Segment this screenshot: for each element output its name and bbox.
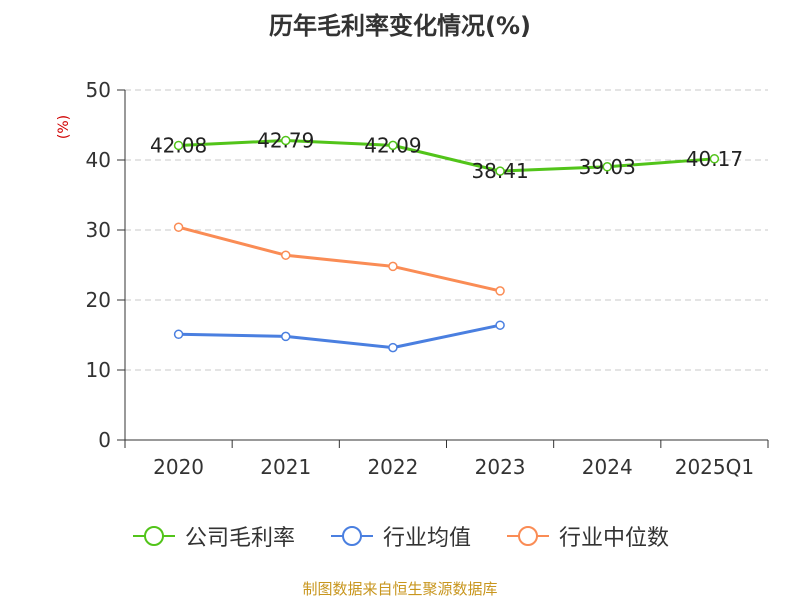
x-tick-labels: 2020 2021 2022 2023 2024 2025Q1 [153,455,754,479]
series-line [178,138,715,173]
legend-marker-icon [132,526,175,546]
legend-label: 行业中位数 [559,526,670,551]
chart-title: 历年毛利率变化情况(%) [269,12,531,40]
data-label: 42.09 [364,133,421,157]
x-tick-label: 2022 [367,455,418,479]
data-point [495,166,505,176]
legend-item-industry-median[interactable]: 行业中位数 [505,520,669,552]
data-label: 40.17 [686,147,743,171]
x-tick-label: 2020 [153,455,204,479]
y-axis-label: (%) [56,115,72,139]
data-point [495,286,505,296]
series-line [178,225,501,293]
data-label: 39.03 [579,155,636,179]
y-tick-label: 0 [98,428,111,452]
data-point [281,135,291,146]
legend-item-industry-mean[interactable]: 行业均值 [329,520,471,552]
series-line [178,323,501,350]
legend-marker-icon [507,526,549,546]
data-point [173,329,184,340]
data-point [602,162,612,172]
legend-label: 公司毛利率 [184,526,295,551]
legend-label: 行业均值 [382,526,471,551]
data-point [281,331,291,342]
data-label: 42.08 [150,133,207,157]
legend-item-company[interactable]: 公司毛利率 [131,520,295,552]
series-points [173,135,720,353]
x-tick-label: 2023 [475,455,526,479]
data-labels: 42.08 42.79 42.09 38.41 39.03 40.17 [150,128,743,183]
x-tick-label: 2025Q1 [675,455,754,479]
legend-marker-icon [330,526,373,546]
y-tick-label: 10 [86,358,111,382]
data-point [388,140,398,151]
y-tick-label: 50 [86,78,111,102]
y-tick-label: 20 [86,288,111,312]
data-point [495,320,505,330]
data-point [388,261,398,272]
data-point [388,342,398,353]
y-tick-labels: 0 10 20 30 40 50 [86,78,111,452]
y-tick-label: 40 [86,148,111,172]
y-tick-label: 30 [86,218,111,242]
data-point [281,250,291,260]
data-point [173,140,184,151]
data-point [173,222,184,232]
data-point [709,154,720,164]
series-lines [178,138,715,350]
x-tick-label: 2021 [260,455,311,479]
x-tick-label: 2024 [582,455,633,479]
data-label: 42.79 [257,128,314,152]
source-note: 制图数据来自恒生聚源数据库 [302,580,498,598]
data-label: 38.41 [471,159,528,183]
grid-lines [125,89,768,371]
legend: 公司毛利率 行业均值 行业中位数 [0,520,800,552]
axes [117,89,769,448]
